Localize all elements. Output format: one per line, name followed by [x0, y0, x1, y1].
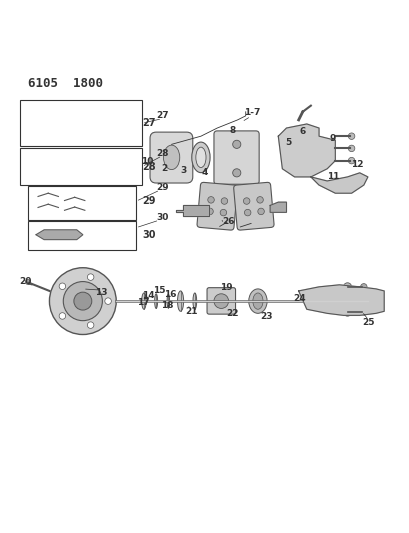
Text: 22: 22 — [226, 309, 238, 318]
Circle shape — [232, 140, 240, 148]
Circle shape — [63, 281, 102, 321]
Text: 9: 9 — [328, 134, 335, 143]
Circle shape — [243, 198, 249, 204]
Text: 8: 8 — [229, 126, 235, 134]
Text: 30: 30 — [156, 213, 168, 222]
Circle shape — [59, 313, 65, 319]
Ellipse shape — [248, 289, 266, 313]
Ellipse shape — [167, 294, 169, 308]
Text: 11: 11 — [326, 172, 339, 181]
Circle shape — [244, 209, 250, 216]
Bar — [101, 201, 111, 209]
Text: 27: 27 — [142, 118, 155, 128]
Text: 27: 27 — [155, 111, 168, 120]
Text: 17: 17 — [137, 298, 149, 307]
Circle shape — [348, 145, 354, 152]
Circle shape — [105, 298, 111, 304]
Polygon shape — [278, 124, 335, 177]
Text: 6105  1800: 6105 1800 — [28, 77, 103, 90]
Text: 3: 3 — [180, 166, 186, 175]
Circle shape — [49, 268, 116, 335]
Circle shape — [360, 309, 366, 316]
Text: 13: 13 — [94, 288, 107, 297]
Text: 30: 30 — [142, 230, 155, 240]
Circle shape — [343, 308, 351, 316]
Circle shape — [220, 198, 227, 204]
Circle shape — [28, 118, 46, 136]
Circle shape — [87, 322, 94, 328]
Text: 2: 2 — [161, 164, 167, 173]
Bar — [101, 235, 111, 243]
Polygon shape — [36, 230, 83, 240]
Text: 26: 26 — [221, 217, 234, 226]
FancyBboxPatch shape — [22, 109, 52, 145]
Circle shape — [256, 197, 263, 203]
Ellipse shape — [252, 293, 263, 309]
Circle shape — [220, 209, 226, 216]
Text: 19: 19 — [219, 283, 232, 292]
Polygon shape — [310, 173, 367, 193]
Ellipse shape — [193, 293, 196, 309]
Circle shape — [257, 208, 264, 215]
Text: 20: 20 — [20, 278, 32, 286]
Bar — [20, 148, 142, 185]
Circle shape — [206, 208, 213, 215]
Text: 28: 28 — [155, 149, 168, 158]
Circle shape — [343, 283, 351, 291]
Circle shape — [360, 284, 366, 290]
FancyBboxPatch shape — [233, 182, 273, 230]
Circle shape — [87, 274, 94, 280]
Text: 6: 6 — [299, 127, 305, 136]
Ellipse shape — [142, 293, 146, 309]
Text: 14: 14 — [142, 292, 154, 300]
FancyBboxPatch shape — [197, 182, 237, 230]
Text: 21: 21 — [185, 307, 198, 316]
Ellipse shape — [41, 157, 55, 176]
Ellipse shape — [196, 147, 205, 167]
Text: 25: 25 — [362, 318, 374, 327]
Text: 28: 28 — [142, 161, 155, 172]
Text: 23: 23 — [259, 312, 272, 321]
Text: 1-7: 1-7 — [243, 109, 259, 117]
Text: 29: 29 — [142, 196, 155, 206]
Bar — [28, 186, 135, 220]
Ellipse shape — [154, 294, 157, 309]
FancyBboxPatch shape — [207, 288, 235, 314]
Bar — [20, 100, 142, 147]
Text: 24: 24 — [292, 294, 305, 303]
Ellipse shape — [177, 291, 183, 311]
Text: 10: 10 — [141, 157, 153, 166]
Circle shape — [348, 133, 354, 140]
Text: 16: 16 — [164, 290, 176, 298]
Ellipse shape — [65, 117, 80, 137]
Circle shape — [25, 279, 30, 285]
FancyBboxPatch shape — [150, 132, 192, 183]
Circle shape — [213, 294, 228, 309]
Ellipse shape — [163, 145, 179, 169]
Text: 12: 12 — [350, 160, 362, 169]
FancyBboxPatch shape — [213, 131, 258, 184]
Text: 29: 29 — [155, 183, 168, 191]
Ellipse shape — [110, 118, 120, 136]
Circle shape — [232, 169, 240, 177]
Polygon shape — [298, 285, 383, 316]
Circle shape — [348, 157, 354, 164]
Text: 15: 15 — [153, 286, 165, 295]
Polygon shape — [270, 202, 286, 212]
Text: 4: 4 — [201, 168, 208, 177]
Text: 18: 18 — [161, 301, 173, 310]
Text: 5: 5 — [285, 138, 291, 147]
Circle shape — [59, 283, 65, 289]
Polygon shape — [176, 205, 209, 215]
Ellipse shape — [191, 142, 209, 173]
Circle shape — [74, 292, 92, 310]
Ellipse shape — [84, 157, 97, 176]
Circle shape — [207, 197, 214, 203]
Bar — [28, 221, 135, 250]
